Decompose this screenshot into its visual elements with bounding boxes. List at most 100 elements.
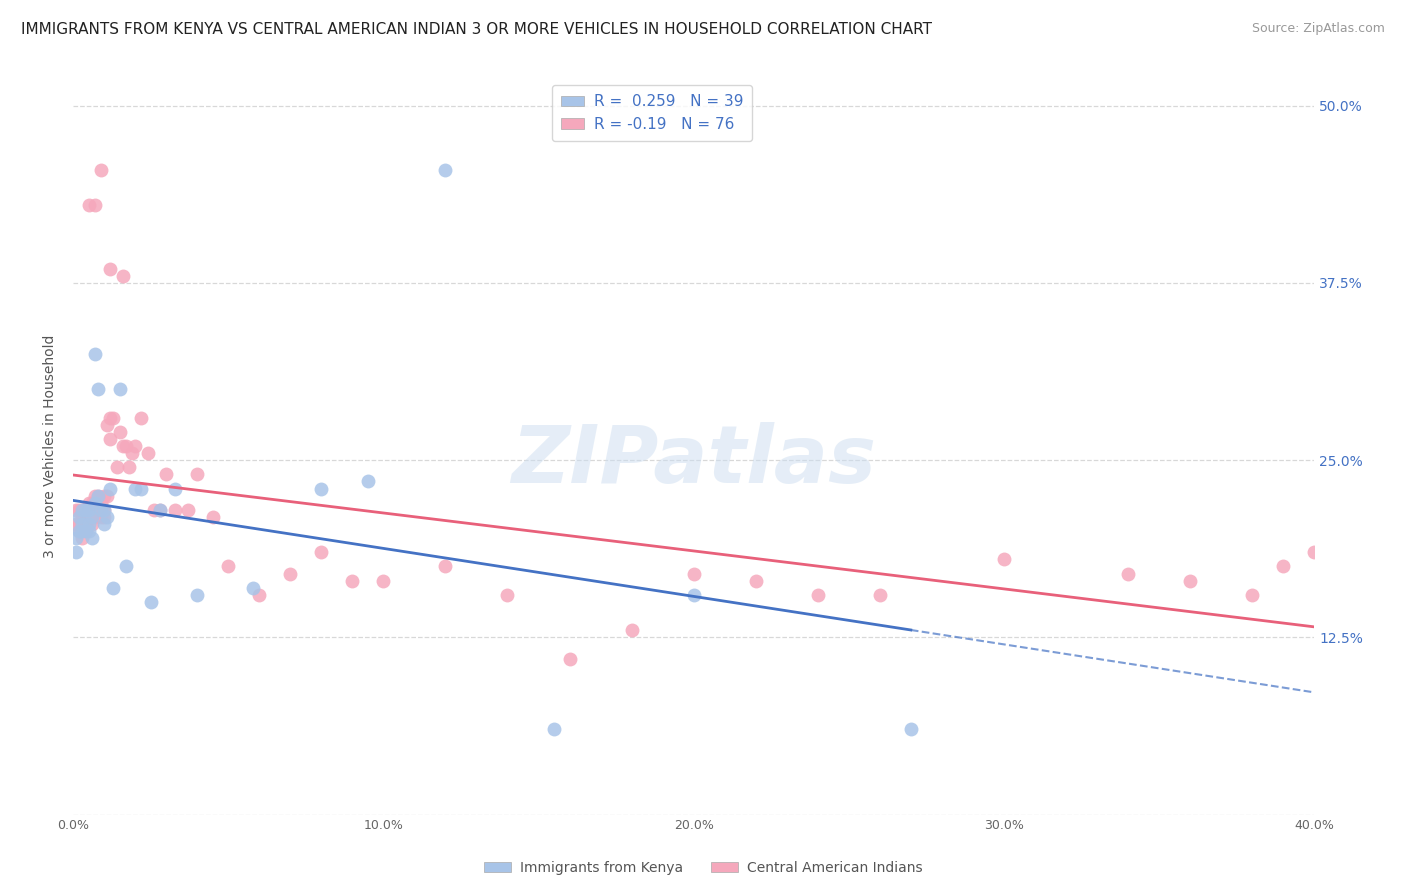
Point (869, 588, 891, 602)
Point (75, 509, 97, 524)
Point (124, 439, 146, 453)
Point (103, 581, 125, 595)
Point (67, 502, 90, 516)
Point (90, 502, 112, 516)
Point (93, 516, 115, 531)
Point (108, 425, 131, 439)
Point (142, 502, 165, 516)
Point (96, 509, 118, 524)
Point (121, 446, 143, 460)
Point (83, 502, 105, 516)
Text: Source: ZipAtlas.com: Source: ZipAtlas.com (1251, 22, 1385, 36)
Point (1178, 574, 1201, 588)
Point (114, 559, 136, 574)
Point (87, 382, 110, 396)
Point (558, 651, 581, 665)
Point (87, 489, 110, 503)
Point (311, 482, 333, 496)
Point (93, 502, 115, 516)
Point (278, 566, 301, 581)
Point (682, 566, 704, 581)
Point (165, 502, 187, 516)
Point (108, 382, 131, 396)
Point (90, 162, 112, 177)
Point (72, 509, 94, 524)
Point (186, 467, 208, 482)
Point (83, 347, 105, 361)
Point (98, 261, 121, 276)
Point (434, 559, 457, 574)
Point (186, 588, 208, 602)
Point (80, 516, 103, 531)
Point (155, 467, 177, 482)
Point (103, 410, 125, 425)
Legend: Immigrants from Kenya, Central American Indians: Immigrants from Kenya, Central American … (478, 855, 928, 880)
Point (93, 502, 115, 516)
Point (83, 489, 105, 503)
Point (247, 588, 270, 602)
Point (124, 482, 146, 496)
Point (136, 446, 159, 460)
Point (242, 581, 264, 595)
Point (993, 552, 1015, 566)
Legend: R =  0.259   N = 39, R = -0.19   N = 76: R = 0.259 N = 39, R = -0.19 N = 76 (553, 85, 752, 141)
Point (67, 516, 90, 531)
Point (72, 516, 94, 531)
Point (149, 502, 172, 516)
Point (72, 502, 94, 516)
Point (98, 432, 121, 446)
Point (165, 482, 187, 496)
Point (80, 531, 103, 545)
Point (98, 410, 121, 425)
Point (65, 545, 87, 559)
Point (77, 524, 100, 538)
Point (75, 502, 97, 516)
Point (72, 524, 94, 538)
Point (65, 502, 87, 516)
Point (72, 502, 94, 516)
Point (80, 502, 103, 516)
Point (1116, 566, 1139, 581)
Point (1241, 588, 1264, 602)
Point (65, 531, 87, 545)
Point (118, 460, 141, 475)
Point (67, 509, 90, 524)
Point (77, 502, 100, 516)
Point (149, 502, 172, 516)
Point (373, 574, 395, 588)
Point (217, 559, 239, 574)
Point (77, 496, 100, 510)
Point (67, 524, 90, 538)
Point (93, 509, 115, 524)
Point (114, 439, 136, 453)
Point (83, 198, 105, 212)
Point (1303, 545, 1326, 559)
Point (93, 489, 115, 503)
Point (77, 516, 100, 531)
Point (96, 489, 118, 503)
Point (72, 531, 94, 545)
Point (80, 496, 103, 510)
Y-axis label: 3 or more Vehicles in Household: 3 or more Vehicles in Household (44, 334, 58, 558)
Point (90, 509, 112, 524)
Point (682, 588, 704, 602)
Point (87, 496, 110, 510)
Point (67, 524, 90, 538)
Point (90, 496, 112, 510)
Point (139, 595, 162, 609)
Point (87, 502, 110, 516)
Point (744, 574, 766, 588)
Point (342, 574, 364, 588)
Point (83, 509, 105, 524)
Point (620, 624, 643, 638)
Point (434, 162, 457, 177)
Point (131, 410, 153, 425)
Point (75, 524, 97, 538)
Point (96, 417, 118, 432)
Point (83, 496, 105, 510)
Point (807, 588, 830, 602)
Point (98, 482, 121, 496)
Point (77, 509, 100, 524)
Point (87, 489, 110, 503)
Point (75, 524, 97, 538)
